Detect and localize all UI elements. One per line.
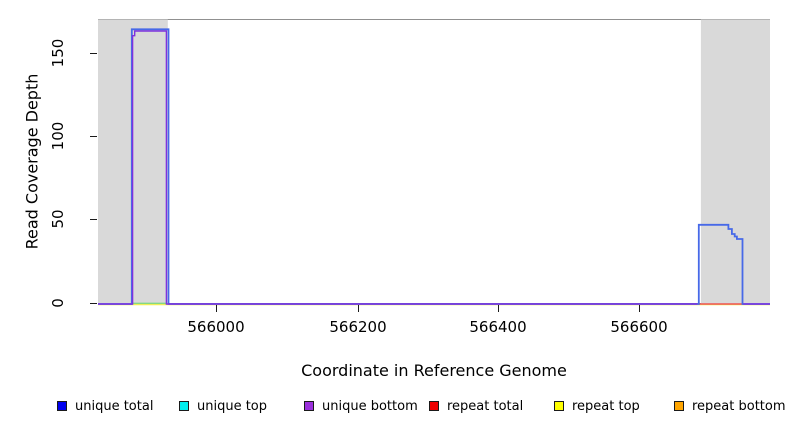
legend-label: repeat total [447, 398, 524, 414]
repeat-top-swatch-icon [554, 401, 564, 411]
x-tick-mark [639, 305, 640, 312]
legend-item-unique-bottom: unique bottom [304, 398, 418, 414]
x-tick-label: 566200 [329, 318, 387, 336]
legend-label: unique bottom [322, 398, 418, 414]
repeat-bottom-swatch-icon [674, 401, 684, 411]
series-unique-total [98, 28, 770, 305]
unique-bottom-swatch-icon [304, 401, 314, 411]
repeat-total-swatch-icon [429, 401, 439, 411]
x-tick-mark [498, 305, 499, 312]
series-unique-bottom [98, 30, 770, 305]
y-tick-label: 0 [49, 298, 67, 308]
unique-top-swatch-icon [179, 401, 189, 411]
legend-label: unique total [75, 398, 154, 414]
legend-label: repeat top [572, 398, 640, 414]
legend: unique total unique top unique bottom re… [0, 398, 792, 418]
x-tick-mark [358, 305, 359, 312]
plot-area [98, 19, 770, 304]
x-tick-label: 566600 [610, 318, 668, 336]
legend-item-repeat-top: repeat top [554, 398, 640, 414]
legend-label: repeat bottom [692, 398, 786, 414]
legend-item-repeat-bottom: repeat bottom [674, 398, 786, 414]
legend-item-repeat-total: repeat total [429, 398, 523, 414]
y-tick-mark [90, 219, 97, 220]
masked-region-right [700, 19, 770, 304]
x-axis-title: Coordinate in Reference Genome [301, 361, 567, 380]
y-tick-mark [90, 136, 97, 137]
y-axis-title: Read Coverage Depth [22, 73, 42, 250]
legend-label: unique top [197, 398, 268, 414]
y-tick-label: 100 [49, 121, 67, 151]
y-tick-mark [90, 303, 97, 304]
x-tick-mark [216, 305, 217, 312]
y-tick-label: 150 [49, 38, 67, 68]
x-tick-label: 566400 [469, 318, 527, 336]
y-tick-label: 50 [49, 209, 67, 229]
legend-item-unique-top: unique top [179, 398, 267, 414]
unique-total-swatch-icon [57, 401, 67, 411]
y-tick-mark [90, 53, 97, 54]
legend-item-unique-total: unique total [57, 398, 153, 414]
x-tick-label: 566000 [187, 318, 245, 336]
